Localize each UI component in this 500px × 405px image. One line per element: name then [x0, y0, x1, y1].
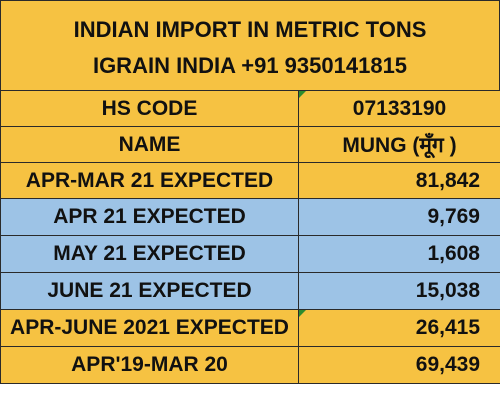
import-table: HS CODE 07133190 NAME MUNG (मूँग ) APR-M…	[0, 90, 500, 384]
table-row: APR 21 EXPECTED 9,769	[0, 198, 500, 236]
table-row: APR'19-MAR 20 69,439	[0, 346, 500, 384]
row-label-name: NAME	[0, 126, 299, 163]
row-label-apr-mar-21: APR-MAR 21 EXPECTED	[0, 162, 299, 199]
row-value-june-21: 15,038	[298, 272, 500, 310]
row-value-apr-mar-21: 81,842	[298, 162, 500, 199]
contact-line: IGRAIN INDIA +91 9350141815	[92, 53, 408, 78]
sheet-title: INDIAN IMPORT IN METRIC TONS	[73, 17, 427, 42]
row-value-hs-code: 07133190	[298, 90, 500, 127]
row-label-june-21: JUNE 21 EXPECTED	[0, 272, 299, 310]
table-row: JUNE 21 EXPECTED 15,038	[0, 272, 500, 310]
row-label-apr-21: APR 21 EXPECTED	[0, 198, 299, 236]
apr-june-2021-value: 26,415	[415, 316, 480, 339]
row-label-hs-code: HS CODE	[0, 90, 299, 127]
row-label-may-21: MAY 21 EXPECTED	[0, 235, 299, 273]
table-row: APR-JUNE 2021 EXPECTED 26,415	[0, 309, 500, 347]
row-label-apr19-mar20: APR'19-MAR 20	[0, 346, 299, 384]
table-row: HS CODE 07133190	[0, 90, 500, 127]
table-row: MAY 21 EXPECTED 1,608	[0, 235, 500, 273]
row-value-apr19-mar20: 69,439	[298, 346, 500, 384]
hs-code-value: 07133190	[352, 96, 447, 120]
title-block: INDIAN IMPORT IN METRIC TONS IGRAIN INDI…	[0, 0, 500, 92]
row-value-apr-21: 9,769	[298, 198, 500, 236]
cell-comment-marker	[299, 310, 306, 317]
table-row: APR-MAR 21 EXPECTED 81,842	[0, 162, 500, 199]
row-value-may-21: 1,608	[298, 235, 500, 273]
row-value-apr-june-2021: 26,415	[298, 309, 500, 347]
cell-comment-marker	[299, 91, 306, 98]
table-row: NAME MUNG (मूँग )	[0, 126, 500, 163]
row-label-apr-june-2021: APR-JUNE 2021 EXPECTED	[0, 309, 299, 347]
row-value-name: MUNG (मूँग )	[298, 126, 500, 163]
